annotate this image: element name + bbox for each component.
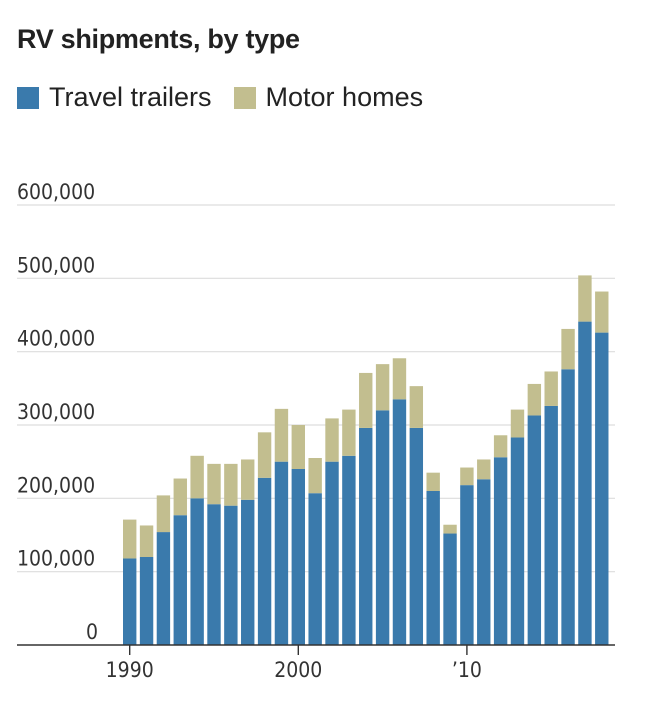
tick-labels: 0 100,000 200,000 300,000 400,000 500,000 600,… [17,180,482,682]
bar-travel-trailers-2002 [325,461,339,645]
bar-motor-homes-2005 [375,364,390,411]
bar-motor-homes-1991 [139,525,154,557]
y-tick-label-0: 0 [86,620,98,644]
bar-travel-trailers-2008 [426,491,440,645]
bar-motor-homes-2014 [527,383,542,416]
x-tick-label-1990: 1990 [106,658,154,682]
bar-motor-homes-2002 [325,418,339,462]
bar-motor-homes-2006 [392,358,407,400]
bar-motor-homes-1999 [274,408,289,462]
bar-travel-trailers-2011 [477,479,491,645]
bar-travel-trailers-1990 [123,558,137,645]
legend-swatch-motor-homes [233,86,256,109]
bar-motor-homes-2017 [578,275,592,322]
bar-motor-homes-1997 [241,459,255,500]
bar-travel-trailers-1991 [139,557,154,645]
bar-motor-homes-1993 [173,478,187,516]
y-tick-label-100000: 100,000 [17,547,95,571]
bar-travel-trailers-2014 [527,415,542,645]
bar-travel-trailers-2012 [493,457,508,645]
bar-motor-homes-2008 [426,472,440,491]
bar-travel-trailers-2004 [359,427,373,645]
bar-motor-homes-1998 [257,432,272,478]
bar-motor-homes-1996 [224,463,238,506]
legend-label-motor-homes: Motor homes [265,82,424,112]
y-tick-label-500000: 500,000 [17,253,95,277]
legend-label-travel-trailers: Travel trailers [49,82,212,112]
x-tick-label-2010: ’10 [452,658,482,682]
y-tick-label-400000: 400,000 [17,327,95,351]
bar-travel-trailers-2015 [544,405,558,645]
bar-motor-homes-1995 [207,463,221,505]
bar-travel-trailers-2010 [460,485,474,645]
bar-travel-trailers-2001 [308,493,322,645]
axes [17,644,615,655]
bar-travel-trailers-2009 [443,533,457,645]
bar-travel-trailers-2016 [561,369,575,645]
bar-travel-trailers-2017 [578,321,592,645]
bar-travel-trailers-1994 [190,498,204,645]
bar-travel-trailers-2005 [375,410,390,645]
bar-travel-trailers-2003 [342,455,356,645]
bar-travel-trailers-2000 [291,469,305,645]
bar-motor-homes-1990 [123,519,137,559]
bar-travel-trailers-1995 [207,504,221,645]
bar-motor-homes-2009 [443,524,457,534]
bar-travel-trailers-1998 [257,477,272,645]
bar-travel-trailers-1997 [241,499,255,645]
bar-motor-homes-2015 [544,371,558,406]
bar-motor-homes-1992 [156,495,171,533]
bar-motor-homes-2013 [510,409,525,438]
bar-motor-homes-2004 [359,372,373,428]
bar-travel-trailers-1999 [274,461,289,645]
bars [123,275,609,645]
bar-travel-trailers-2018 [595,332,609,645]
x-tick-label-2000: 2000 [274,658,322,682]
bar-travel-trailers-2013 [510,437,525,645]
bar-travel-trailers-2006 [392,399,407,645]
chart-title: RV shipments, by type [17,24,300,54]
bar-motor-homes-2012 [493,435,508,458]
bar-travel-trailers-1996 [224,505,238,645]
bar-travel-trailers-2007 [409,427,424,645]
legend-item-travel-trailers: Travel trailers [17,82,212,113]
bar-motor-homes-1994 [190,455,204,499]
bar-motor-homes-2016 [561,328,575,370]
bar-motor-homes-2011 [477,459,491,480]
y-tick-label-200000: 200,000 [17,473,95,497]
chart-legend: Travel trailers Motor homes [17,82,445,113]
bar-motor-homes-2018 [595,291,609,333]
bar-motor-homes-2007 [409,386,424,428]
y-tick-label-300000: 300,000 [17,400,95,424]
bar-travel-trailers-1993 [173,515,187,645]
bar-motor-homes-2003 [342,409,356,456]
bar-travel-trailers-1992 [156,532,171,645]
legend-item-motor-homes: Motor homes [233,82,424,113]
legend-swatch-travel-trailers [17,86,39,109]
y-tick-label-600000: 600,000 [17,180,95,204]
bar-motor-homes-2000 [291,425,305,469]
bar-motor-homes-2001 [308,458,322,494]
bar-motor-homes-2010 [460,467,474,486]
